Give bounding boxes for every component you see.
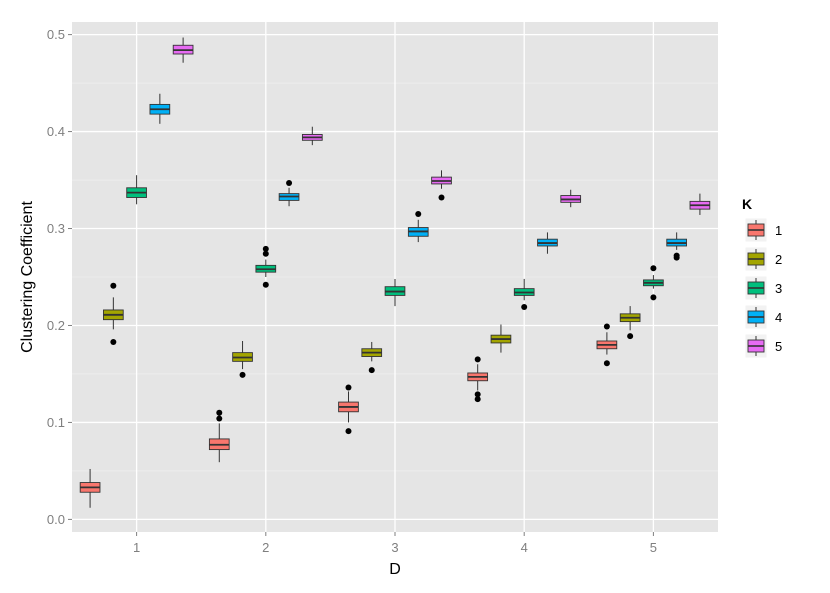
legend-key-1: 1 [744, 217, 782, 243]
outlier-point [345, 428, 352, 435]
outlier-point [673, 252, 680, 259]
outlier-point [286, 179, 293, 186]
box-k5-d2 [301, 126, 323, 146]
box-k3-d2 [255, 245, 277, 288]
x-tick-label: 3 [391, 540, 398, 555]
outlier-point [262, 245, 269, 252]
legend-label: 2 [775, 252, 782, 267]
x-tick-label: 4 [521, 540, 528, 555]
box-k1-d5 [596, 323, 618, 367]
box-k4-d3 [407, 210, 429, 243]
y-axis: 0.0 0.1 0.2 0.3 0.4 0.5 [47, 27, 72, 527]
outlier-point [239, 371, 246, 378]
box-k5-d3 [431, 170, 452, 201]
outlier-point [438, 194, 445, 201]
box-k1-d2 [208, 409, 230, 463]
outlier-point [345, 384, 352, 391]
box-k1-d4 [467, 356, 489, 403]
box-k4-d4 [537, 232, 558, 254]
y-tick-label: 0.2 [47, 318, 65, 333]
x-axis: 1 2 3 4 5 [133, 532, 657, 555]
outlier-point [216, 409, 223, 416]
box-k5-d1 [172, 37, 194, 63]
y-tick-label: 0.0 [47, 512, 65, 527]
box-k1-d1 [79, 468, 101, 508]
legend: K 1 2 3 4 5 [742, 196, 782, 359]
y-tick-label: 0.3 [47, 221, 65, 236]
legend-key-5: 5 [744, 333, 782, 359]
outlier-point [262, 250, 269, 257]
legend-key-4: 4 [744, 304, 782, 330]
legend-key-2: 2 [744, 246, 782, 272]
outlier-point [262, 281, 269, 288]
legend-title: K [742, 196, 752, 212]
box-k3-d5 [643, 265, 664, 301]
x-tick-label: 2 [262, 540, 269, 555]
outlier-point [603, 360, 610, 367]
box-k2-d1 [103, 282, 124, 345]
legend-label: 1 [775, 223, 782, 238]
x-tick-label: 5 [650, 540, 657, 555]
box-k1-d3 [338, 384, 359, 435]
outlier-point [474, 391, 481, 398]
x-tick-label: 1 [133, 540, 140, 555]
legend-label: 3 [775, 281, 782, 296]
legend-key-3: 3 [744, 275, 782, 301]
legend-label: 5 [775, 339, 782, 354]
y-tick-label: 0.1 [47, 415, 65, 430]
box-k3-d3 [384, 278, 406, 307]
box-k4-d5 [666, 232, 687, 261]
outlier-point [650, 265, 657, 272]
y-tick-label: 0.5 [47, 27, 65, 42]
box-k4-d1 [149, 93, 171, 124]
outlier-point [627, 333, 634, 340]
box-layer [79, 37, 711, 508]
outlier-point [368, 367, 375, 374]
box-k5-d4 [560, 189, 582, 208]
outlier-point [650, 294, 657, 301]
y-axis-title: Clustering Coefficient [19, 201, 36, 353]
box-k2-d5 [619, 306, 641, 340]
outlier-point [474, 396, 481, 403]
box-k2-d3 [361, 341, 383, 374]
x-axis-title: D [389, 561, 401, 578]
grid-lines [72, 22, 718, 532]
outlier-point [603, 323, 610, 330]
box-k3-d1 [126, 175, 147, 205]
outlier-point [474, 356, 481, 363]
outlier-point [521, 304, 528, 311]
legend-label: 4 [775, 310, 782, 325]
box-k2-d2 [232, 340, 253, 378]
outlier-point [110, 338, 117, 345]
outlier-point [216, 415, 223, 422]
outlier-point [110, 282, 117, 289]
box-k2-d4 [490, 324, 512, 353]
box-k5-d5 [689, 193, 711, 215]
box-k4-d2 [278, 179, 300, 207]
y-tick-label: 0.4 [47, 124, 65, 139]
outlier-point [415, 210, 422, 217]
box-k3-d4 [513, 278, 535, 311]
